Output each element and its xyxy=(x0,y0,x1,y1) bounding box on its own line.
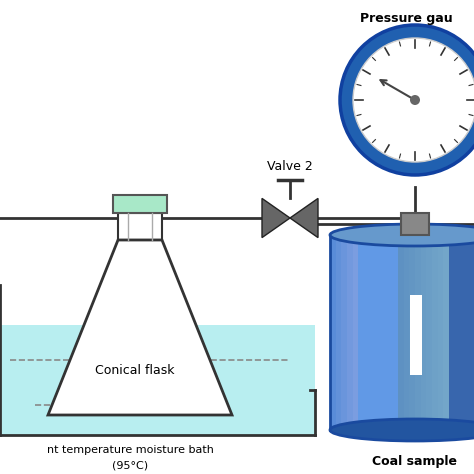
Polygon shape xyxy=(48,240,232,415)
Bar xyxy=(370,235,375,430)
Bar xyxy=(404,235,410,430)
Bar xyxy=(438,235,443,430)
Bar xyxy=(460,235,466,430)
Bar xyxy=(118,213,162,240)
Polygon shape xyxy=(53,320,227,412)
Bar xyxy=(410,295,422,375)
Bar xyxy=(401,213,429,235)
Bar xyxy=(472,235,474,430)
Bar xyxy=(455,235,460,430)
Bar xyxy=(347,235,353,430)
Bar xyxy=(364,235,370,430)
Text: nt temperature moisture bath: nt temperature moisture bath xyxy=(46,445,213,455)
Bar xyxy=(449,235,455,430)
Bar xyxy=(375,235,381,430)
Text: Pressure gau: Pressure gau xyxy=(360,12,453,25)
Text: (95°C): (95°C) xyxy=(112,460,148,470)
Bar xyxy=(415,235,420,430)
Bar xyxy=(336,235,341,430)
Circle shape xyxy=(410,95,420,105)
Bar xyxy=(420,235,426,430)
Text: Conical flask: Conical flask xyxy=(95,364,175,376)
Text: Valve 2: Valve 2 xyxy=(267,160,313,173)
Bar xyxy=(466,235,472,430)
Ellipse shape xyxy=(330,224,474,246)
Bar xyxy=(381,235,387,430)
Bar xyxy=(432,235,438,430)
Ellipse shape xyxy=(330,419,474,441)
Bar xyxy=(398,235,404,430)
Text: Coal sample: Coal sample xyxy=(373,455,457,468)
Bar xyxy=(392,235,398,430)
Bar xyxy=(387,235,392,430)
Polygon shape xyxy=(262,199,290,237)
Circle shape xyxy=(340,25,474,175)
Bar xyxy=(341,235,347,430)
Bar xyxy=(443,235,449,430)
Polygon shape xyxy=(290,199,318,237)
Bar xyxy=(426,235,432,430)
Bar xyxy=(330,235,336,430)
Bar xyxy=(358,235,364,430)
Bar xyxy=(353,235,358,430)
Bar xyxy=(0,325,315,435)
Circle shape xyxy=(353,38,474,162)
Bar xyxy=(330,235,474,430)
Bar xyxy=(113,195,167,213)
Bar xyxy=(410,235,415,430)
